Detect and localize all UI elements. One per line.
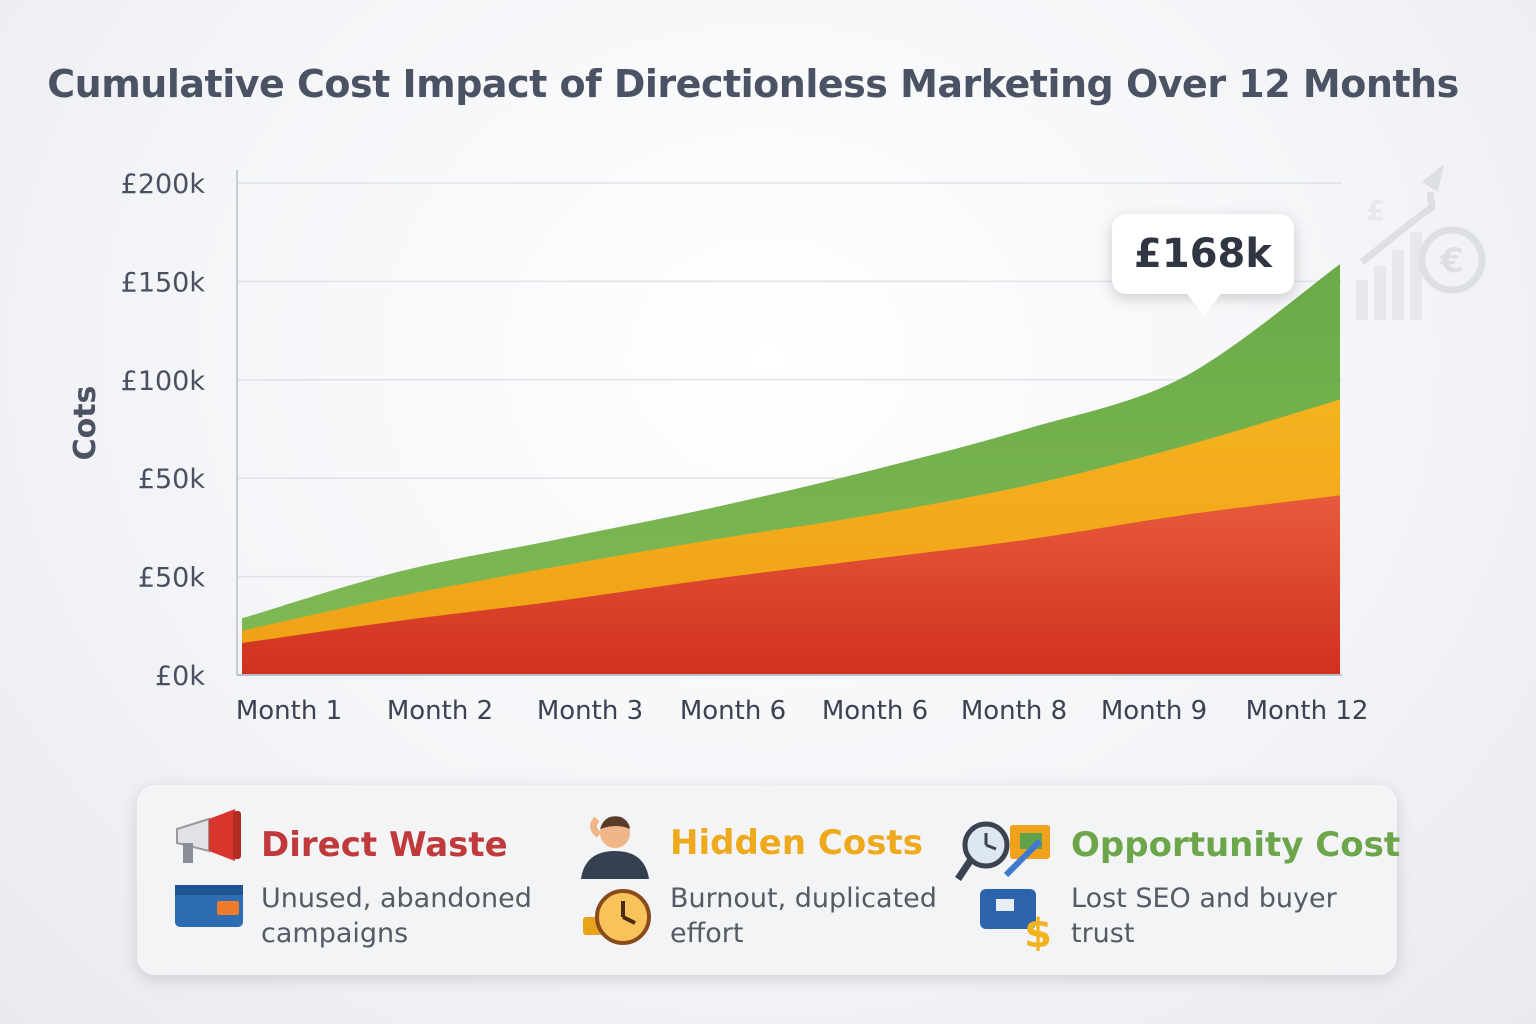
x-tick-label: Month 12: [1246, 696, 1369, 726]
x-tick-label: Month 9: [1101, 696, 1207, 726]
legend-panel: Direct Waste Unused, abandoned campaigns…: [137, 785, 1400, 975]
clock-icon: [583, 889, 651, 945]
svg-text:€: €: [1439, 241, 1464, 281]
svg-text:£: £: [1366, 194, 1385, 227]
svg-text:$: $: [1024, 911, 1052, 951]
legend-description: Unused, abandoned campaigns: [261, 883, 532, 949]
y-axis-label: Cots: [68, 386, 103, 461]
legend-description: Burnout, duplicated effort: [670, 883, 937, 949]
y-tick-label: £50k: [138, 464, 206, 495]
chart-title: Cumulative Cost Impact of Directionless …: [47, 62, 1459, 106]
x-tick-label: Month 6: [680, 696, 786, 726]
megaphone-icon: [176, 809, 241, 863]
y-tick-label: £50k: [138, 563, 206, 594]
legend-title: Hidden Costs: [670, 823, 923, 863]
total-callout: £168k: [1112, 214, 1294, 316]
legend-item-opportunity-cost: $ Opportunity Cost Lost SEO and buyer tr…: [952, 785, 1400, 975]
legend-title: Opportunity Cost: [1071, 825, 1401, 865]
legend-item-hidden-costs: Hidden Costs Burnout, duplicated effort: [557, 785, 957, 975]
y-tick-label: £200k: [121, 169, 206, 200]
x-tick-label: Month 1: [236, 696, 342, 726]
money-bag-icon: $: [980, 889, 1052, 951]
x-tick-label: Month 3: [537, 696, 643, 726]
legend-title: Direct Waste: [261, 825, 508, 865]
legend-description: Lost SEO and buyer trust: [1071, 883, 1337, 949]
x-tick-label: Month 2: [387, 696, 493, 726]
legend-item-direct-waste: Direct Waste Unused, abandoned campaigns: [137, 785, 557, 975]
y-tick-label: £100k: [121, 366, 206, 397]
area-series-direct-waste: [242, 495, 1340, 675]
y-tick-label: £0k: [155, 661, 205, 692]
x-tick-label: Month 8: [961, 696, 1067, 726]
stressed-person-icon: [581, 816, 649, 879]
growth-decoration-icon: € £: [1356, 164, 1486, 320]
x-tick-label: Month 6: [822, 696, 928, 726]
wallet-icon: [175, 885, 243, 927]
y-tick-label: £150k: [121, 267, 206, 298]
magnifier-clock-icon: [955, 821, 1050, 881]
